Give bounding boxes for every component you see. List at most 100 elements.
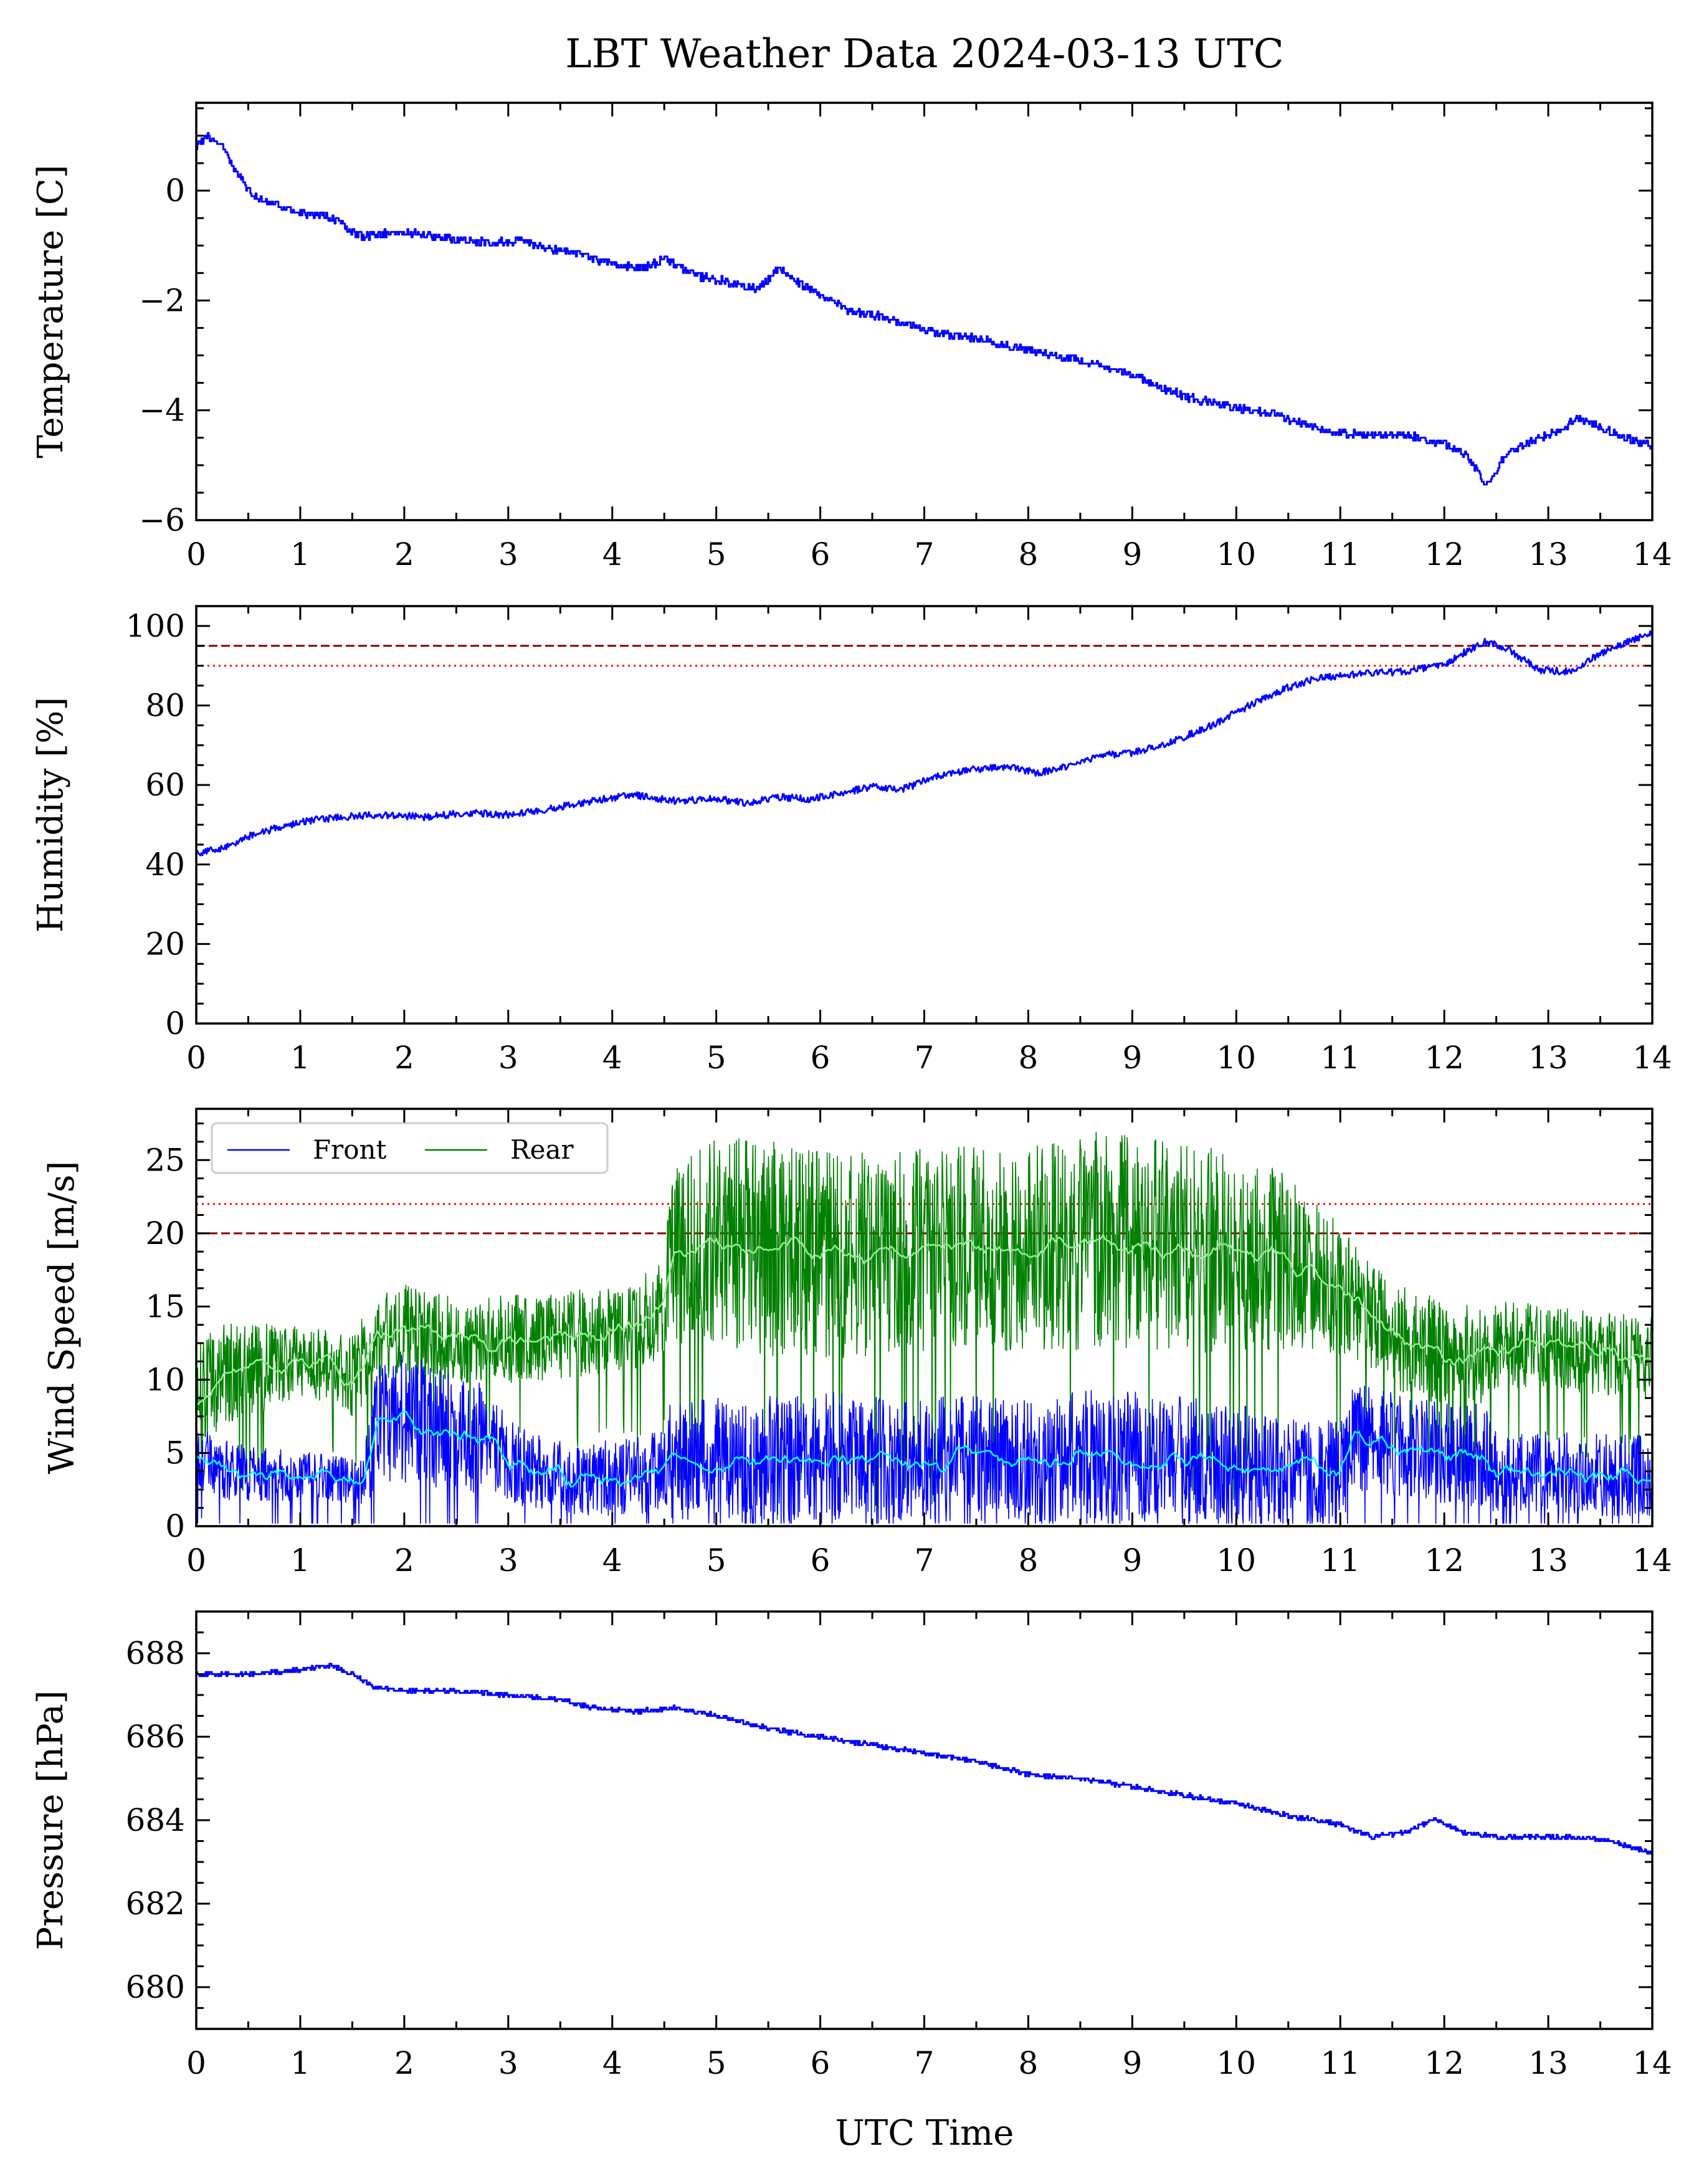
y-axis-label: Humidity [%] xyxy=(31,697,71,933)
legend-label-front: Front xyxy=(313,1134,387,1165)
y-tick-label: 15 xyxy=(145,1288,185,1324)
y-tick-label: −4 xyxy=(139,392,185,429)
x-tick-label: 13 xyxy=(1528,1040,1568,1076)
wind-plot-area xyxy=(196,1131,1652,1524)
x-tick-label: 4 xyxy=(602,1040,622,1076)
x-tick-label: 1 xyxy=(290,536,310,572)
y-tick-label: 80 xyxy=(145,688,185,724)
x-tick-label: 14 xyxy=(1632,1040,1672,1076)
x-tick-label: 7 xyxy=(915,536,935,572)
x-tick-label: 10 xyxy=(1216,1040,1256,1076)
y-tick-label: 0 xyxy=(165,1005,185,1042)
y-tick-label: −2 xyxy=(139,282,185,318)
x-tick-label: 6 xyxy=(811,1542,831,1579)
x-tick-label: 10 xyxy=(1216,2045,1256,2081)
x-tick-label: 13 xyxy=(1528,536,1568,572)
x-tick-label: 3 xyxy=(498,2045,518,2081)
x-tick-label: 2 xyxy=(394,1542,414,1579)
y-tick-label: 20 xyxy=(145,926,185,962)
x-tick-label: 3 xyxy=(498,536,518,572)
x-tick-label: 8 xyxy=(1019,536,1039,572)
x-tick-label: 4 xyxy=(602,536,622,572)
humidity-series-line xyxy=(196,630,1652,857)
x-tick-label: 6 xyxy=(811,2045,831,2081)
y-tick-label: 686 xyxy=(126,1719,185,1755)
humidity-plot-area xyxy=(196,630,1652,857)
x-tick-label: 2 xyxy=(394,536,414,572)
x-tick-label: 2 xyxy=(394,1040,414,1076)
humidity-panel: 0 1 2 3 4 5 6 7 8 9 10 11 12 13 14020406080100Humidity… xyxy=(31,605,1672,1076)
y-tick-label: −6 xyxy=(139,502,185,538)
x-tick-label: 7 xyxy=(915,1542,935,1579)
x-axis-label: UTC Time xyxy=(835,2113,1014,2153)
temperature-plot-area xyxy=(196,132,1652,486)
y-tick-label: 0 xyxy=(165,173,185,209)
x-tick-label: 2 xyxy=(394,2045,414,2081)
y-tick-label: 60 xyxy=(145,767,185,803)
temperature-series-line xyxy=(196,132,1652,486)
y-tick-label: 40 xyxy=(145,847,185,883)
x-tick-label: 6 xyxy=(811,536,831,572)
legend-box xyxy=(211,1122,609,1174)
x-tick-label: 8 xyxy=(1019,2045,1039,2081)
y-tick-label: 20 xyxy=(145,1215,185,1251)
wind-front-raw-line xyxy=(196,1354,1652,1524)
y-tick-label: 100 xyxy=(126,608,185,644)
legend: Front Rear xyxy=(211,1122,609,1174)
x-tick-label: 4 xyxy=(602,2045,622,2081)
x-tick-label: 11 xyxy=(1320,1542,1360,1579)
x-tick-label: 4 xyxy=(602,1542,622,1579)
x-tick-label: 14 xyxy=(1632,2045,1672,2081)
x-tick-label: 8 xyxy=(1019,1542,1039,1579)
y-tick-label: 0 xyxy=(165,1508,185,1544)
x-tick-label: 12 xyxy=(1424,1542,1464,1579)
chart-title: LBT Weather Data 2024-03-13 UTC xyxy=(565,31,1284,77)
x-tick-label: 14 xyxy=(1632,1542,1672,1579)
x-tick-label: 12 xyxy=(1424,1040,1464,1076)
y-tick-label: 25 xyxy=(145,1142,185,1178)
x-tick-label: 5 xyxy=(707,1040,726,1076)
x-tick-label: 11 xyxy=(1320,536,1360,572)
x-tick-label: 5 xyxy=(707,536,726,572)
pressure-plot-area xyxy=(196,1663,1652,1855)
x-tick-label: 1 xyxy=(290,2045,310,2081)
x-tick-label: 12 xyxy=(1424,536,1464,572)
legend-label-rear: Rear xyxy=(510,1134,574,1165)
wind-front-mean-line xyxy=(196,1410,1652,1488)
y-tick-label: 688 xyxy=(126,1635,185,1671)
x-tick-label: 9 xyxy=(1122,2045,1142,2081)
x-tick-label: 13 xyxy=(1528,1542,1568,1579)
wind-rear-mean-line xyxy=(196,1234,1652,1405)
x-tick-label: 1 xyxy=(290,1542,310,1579)
x-tick-label: 0 xyxy=(186,2045,206,2081)
y-axis-label: Wind Speed [m/s] xyxy=(42,1161,82,1474)
y-tick-label: 682 xyxy=(126,1886,185,1922)
x-tick-label: 9 xyxy=(1122,1542,1142,1579)
x-tick-label: 10 xyxy=(1216,1542,1256,1579)
x-tick-label: 11 xyxy=(1320,1040,1360,1076)
x-tick-label: 5 xyxy=(707,1542,726,1579)
x-tick-label: 3 xyxy=(498,1542,518,1579)
x-tick-label: 0 xyxy=(186,1542,206,1579)
pressure-panel: 0 1 2 3 4 5 6 7 8 9 10 11 12 13 14680682684686688Press… xyxy=(31,1610,1672,2081)
x-tick-label: 10 xyxy=(1216,536,1256,572)
y-tick-label: 684 xyxy=(126,1802,185,1838)
wind-rear-raw-line xyxy=(196,1131,1652,1521)
x-tick-label: 9 xyxy=(1122,536,1142,572)
y-tick-label: 10 xyxy=(145,1362,185,1398)
x-tick-label: 6 xyxy=(811,1040,831,1076)
y-axis-label: Pressure [hPa] xyxy=(31,1690,71,1950)
y-tick-label: 5 xyxy=(165,1435,185,1471)
x-tick-label: 7 xyxy=(915,2045,935,2081)
x-tick-label: 0 xyxy=(186,536,206,572)
x-tick-label: 8 xyxy=(1019,1040,1039,1076)
x-tick-label: 9 xyxy=(1122,1040,1142,1076)
y-tick-label: 680 xyxy=(126,1969,185,2005)
x-tick-label: 5 xyxy=(707,2045,726,2081)
x-tick-label: 1 xyxy=(290,1040,310,1076)
x-tick-label: 7 xyxy=(915,1040,935,1076)
x-tick-label: 3 xyxy=(498,1040,518,1076)
x-tick-label: 13 xyxy=(1528,2045,1568,2081)
